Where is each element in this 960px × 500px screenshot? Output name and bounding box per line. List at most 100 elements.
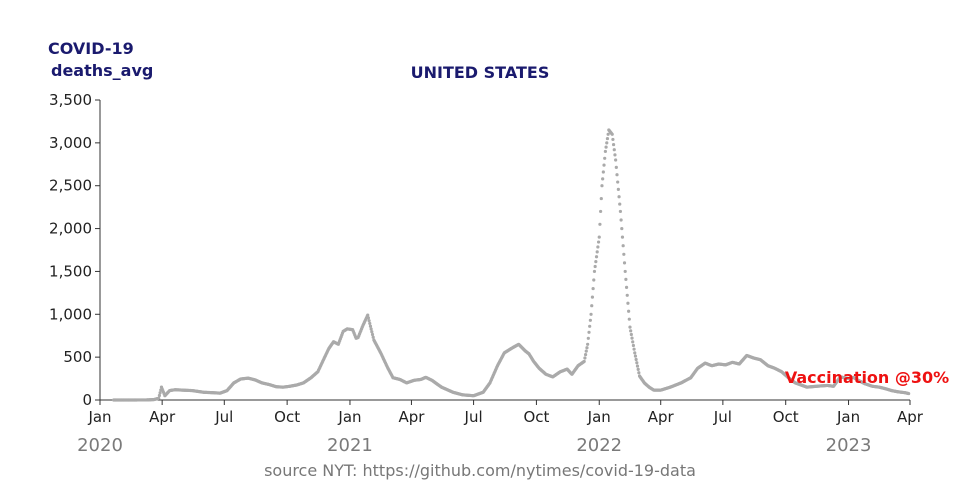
data-point [605,141,609,145]
data-point [590,295,595,299]
data-point [602,163,606,167]
data-point [907,391,911,396]
data-point [590,304,594,308]
data-point [613,153,617,157]
data-point [623,269,627,274]
data-point [596,240,601,244]
year-label: 2021 [327,435,373,456]
x-tick-label: Apr [149,408,176,426]
x-tick-label: Apr [398,408,425,426]
data-point [583,352,588,357]
data-point [595,250,599,254]
data-point [591,286,595,291]
x-tick-label: Jul [214,408,233,426]
x-tick-label: Jan [836,408,860,426]
x-tick-label: Oct [274,408,300,426]
data-point [621,244,625,248]
chart-title: UNITED STATES [410,63,550,82]
annotation-group: Vaccination @30% [785,368,949,387]
y-tick-label: 500 [63,348,92,366]
data-point [592,278,596,282]
data-point [610,132,614,136]
data-point [631,340,635,344]
data-point [630,336,634,340]
data-point [601,170,605,174]
y-tick-label: 3,500 [49,91,92,109]
data-point [371,335,375,339]
data-point [586,342,590,346]
year-label: 2023 [826,435,872,456]
data-point [637,371,641,375]
data-point [634,357,638,362]
axes-group: 0 500 1,000 1,500 2,000 2,500 3,000 3,500 Jan Apr… [49,91,924,456]
data-point [605,136,610,141]
data-point [618,202,622,206]
x-tick-label: Jan [87,408,111,426]
data-point [611,137,615,142]
data-point [625,293,629,297]
vaccination-annotation: Vaccination @30% [785,368,949,387]
data-point [635,361,639,365]
data-point [604,145,608,149]
data-point [622,261,627,265]
y-tick-label: 2,000 [49,220,92,238]
year-label: 2022 [576,435,622,456]
data-point [370,330,374,334]
data-point [369,327,373,331]
x-tick-label: Oct [523,408,549,426]
data-point [588,318,592,322]
data-point [366,316,371,320]
data-point [158,391,162,395]
data-point [616,187,620,191]
y-tick-label: 1,500 [49,262,92,280]
data-point [582,359,586,364]
x-tick-label: Jul [713,408,732,426]
data-point [606,132,610,136]
data-point [611,142,616,147]
data-point [619,218,623,222]
data-point [603,156,607,160]
x-tick-label: Oct [773,408,799,426]
year-label: 2020 [77,435,123,456]
data-point [587,330,591,334]
data-point [614,165,618,169]
data-point [620,226,624,231]
data-point [622,252,626,256]
y-tick-label: 2,500 [49,177,92,195]
data-point [588,324,592,328]
y-tick-label: 0 [82,391,92,409]
data-point [594,260,598,264]
data-point [628,325,632,329]
data-point [618,209,623,214]
data-point [368,321,372,326]
data-point [620,235,625,239]
data-point [600,184,604,188]
data-point [583,356,587,360]
data-point [627,309,631,313]
data-point [612,148,616,152]
x-tick-label: Jan [337,408,361,426]
data-point [615,173,619,177]
x-tick-label: Apr [648,408,675,426]
chart-header: COVID-19 deaths_avg [48,38,153,82]
x-tick-label: Jan [587,408,611,426]
data-point [593,264,597,269]
data-point [603,149,608,154]
source-note: source NYT: https://github.com/nytimes/c… [264,461,696,480]
data-point [366,313,370,317]
data-point [594,255,599,259]
data-point [367,319,371,323]
data-point [597,235,601,239]
data-point [596,245,600,249]
data-point [157,396,161,400]
header-line2: deaths_avg [51,61,154,80]
data-point [585,346,589,350]
data-point [584,349,588,353]
data-point [598,222,602,226]
data-point [633,351,637,355]
data-point [633,354,638,358]
data-point [599,196,603,201]
data-point [599,209,603,214]
data-point [632,347,636,351]
